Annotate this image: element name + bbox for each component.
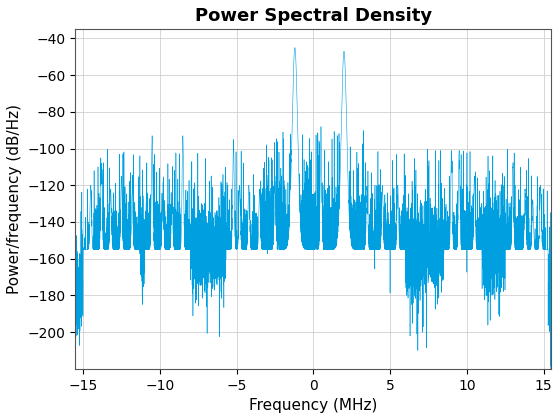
- X-axis label: Frequency (MHz): Frequency (MHz): [249, 398, 377, 413]
- Y-axis label: Power/frequency (dB/Hz): Power/frequency (dB/Hz): [7, 104, 22, 294]
- Title: Power Spectral Density: Power Spectral Density: [195, 7, 432, 25]
